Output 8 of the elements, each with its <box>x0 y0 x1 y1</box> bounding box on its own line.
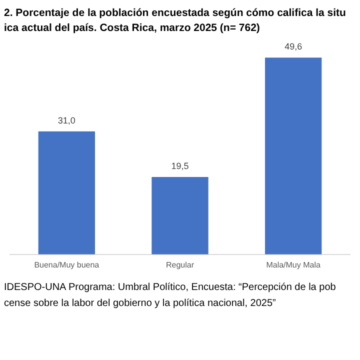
chart-title: 2. Porcentaje de la población encuestada según cómo califica la situ ica actual del país. Costa Rica, marzo 2025 (n= 762) <box>3 6 347 36</box>
x-tick-label: Regular <box>166 260 194 270</box>
x-tick-label: Mala/Muy Mala <box>266 260 321 270</box>
data-label: 49,6 <box>284 42 302 52</box>
data-label: 19,5 <box>171 161 189 172</box>
x-tick-label: Buena/Muy buena <box>34 260 100 270</box>
text: IDESPO-UNA Programa: Umbral Político, Encuesta: “Percepción de la pob cense sobre la labor del gobierno y la política nacional, 2025” <box>3 281 337 311</box>
data-label: 31,0 <box>58 115 76 126</box>
